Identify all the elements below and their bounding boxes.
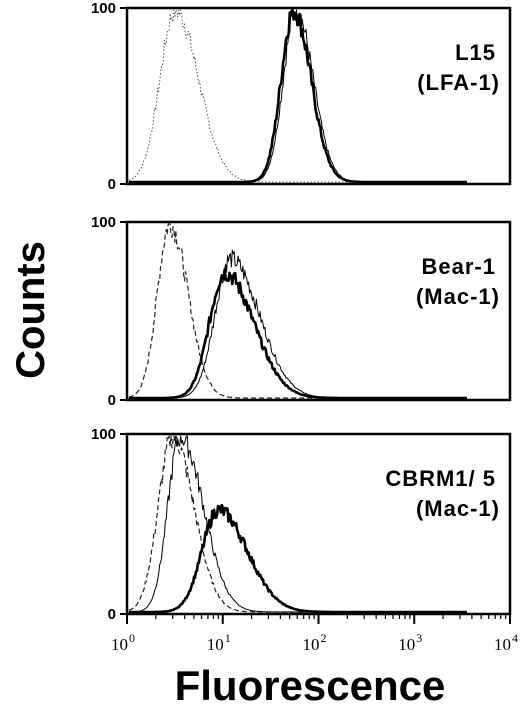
- histogram-series-thick-solid: [128, 268, 468, 400]
- histogram-series-thin-solid: [128, 249, 467, 399]
- histogram-series-thick-solid: [128, 8, 468, 184]
- x-tick-label: 103: [398, 631, 422, 654]
- panel-frame: [125, 220, 512, 402]
- panels-group: 0 100 L15 (LFA-1) 0 100 Bear-1 (Mac-1) 0 100 CBRM1…: [91, 0, 512, 623]
- y-tick-label: 0: [108, 176, 116, 193]
- y-tick-label: 0: [108, 606, 116, 623]
- histogram-series-thick-solid: [128, 503, 468, 614]
- x-tick-label: 104: [494, 631, 518, 654]
- panel-frame: [125, 6, 512, 186]
- histogram-series-thin-solid: [128, 9, 467, 183]
- y-tick-label: 0: [108, 392, 116, 409]
- x-axis-title: Fluorescence: [175, 662, 446, 709]
- panel-frame: [125, 432, 512, 616]
- histogram-series-thin-dotted: [128, 9, 467, 183]
- y-axis-title: Counts: [9, 241, 53, 379]
- y-tick-label: 100: [91, 426, 116, 443]
- histogram-series-thin-solid: [128, 435, 467, 613]
- x-axis: 100 101 102 103 104: [111, 614, 518, 654]
- histogram-panel: 0 100 Bear-1 (Mac-1): [91, 214, 512, 409]
- histogram-series-dashed: [128, 435, 467, 613]
- x-tick-label: 100: [111, 631, 135, 654]
- y-tick-label: 100: [91, 0, 116, 17]
- histogram-panel: 0 100 L15 (LFA-1): [91, 0, 512, 193]
- panel-antibody-label: CBRM1/ 5: [385, 466, 496, 491]
- panel-antigen-label: (Mac-1): [416, 496, 500, 521]
- histogram-series-dashed: [128, 223, 467, 399]
- panel-antibody-label: L15: [455, 40, 496, 65]
- x-tick-label: 101: [207, 631, 231, 654]
- panel-antigen-label: (LFA-1): [417, 70, 500, 95]
- panel-antibody-label: Bear-1: [422, 254, 496, 279]
- x-tick-label: 102: [303, 631, 327, 654]
- y-tick-label: 100: [91, 214, 116, 231]
- histogram-panel: 0 100 CBRM1/ 5 (Mac-1): [91, 426, 512, 623]
- panel-antigen-label: (Mac-1): [416, 284, 500, 309]
